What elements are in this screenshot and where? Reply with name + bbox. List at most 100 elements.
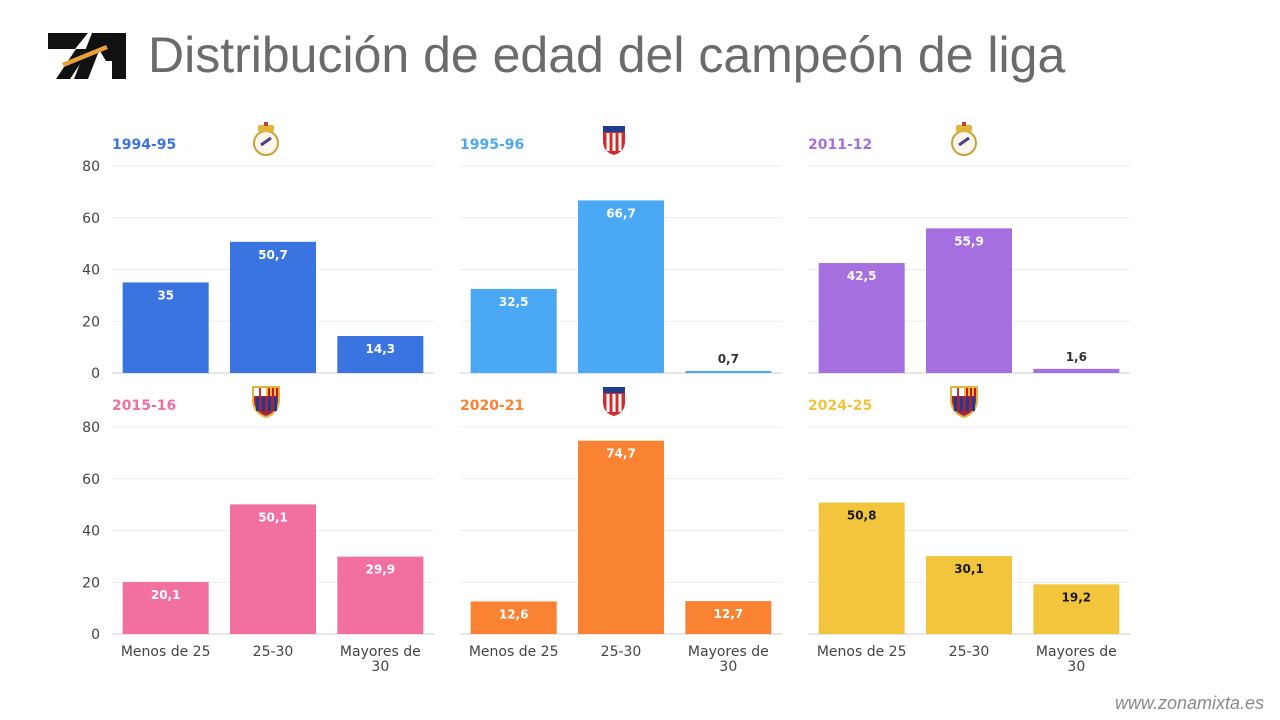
bar-202425-2 bbox=[926, 556, 1012, 634]
x-tick-label: Mayores de bbox=[340, 644, 421, 660]
crest-cross-shape bbox=[962, 122, 966, 126]
data-label: 0,7 bbox=[718, 352, 739, 366]
x-tick-label: Menos de 25 bbox=[121, 644, 211, 660]
x-tick-label: Mayores de bbox=[1036, 644, 1117, 660]
x-tick-label: 30 bbox=[1067, 659, 1085, 675]
y-tick-label: 60 bbox=[82, 472, 100, 488]
data-label: 50,7 bbox=[258, 248, 288, 262]
zonamixta-logo bbox=[48, 33, 126, 79]
data-label: 1,6 bbox=[1066, 350, 1087, 364]
crest-stripe-3 bbox=[618, 394, 622, 412]
data-label: 29,9 bbox=[366, 563, 396, 577]
crest-stripe-1 bbox=[606, 394, 610, 412]
page-title: Distribución de edad del campeón de liga bbox=[148, 27, 1066, 83]
y-tick-label: 0 bbox=[91, 627, 100, 643]
data-label: 74,7 bbox=[606, 447, 636, 461]
website-url: www.zonamixta.es bbox=[1114, 693, 1264, 713]
crest-top-shape bbox=[603, 126, 625, 132]
crest-senyera-stripe-3 bbox=[974, 388, 976, 396]
season-label: 1995-96 bbox=[460, 137, 524, 153]
x-tick-label: 30 bbox=[371, 659, 389, 675]
bar-199596-3 bbox=[685, 371, 772, 373]
chart-panel-202021: 2020-21 12,6 74,7 12,7 Menos de 25 25-30 Mayor… bbox=[460, 387, 782, 675]
crest-stripe-2 bbox=[262, 397, 265, 411]
bar-199495-2 bbox=[230, 241, 316, 373]
crest-stripe-1 bbox=[606, 133, 610, 151]
data-label: 35 bbox=[157, 288, 174, 302]
x-tick-label: Mayores de bbox=[688, 644, 769, 660]
y-tick-label: 0 bbox=[91, 366, 100, 382]
season-label: 2020-21 bbox=[460, 398, 524, 414]
crest-stripe-2 bbox=[612, 133, 616, 151]
crest-crown-shape bbox=[956, 125, 972, 132]
crest-senyera-stripe-3 bbox=[276, 388, 278, 396]
crest-stripe-3 bbox=[268, 397, 271, 411]
chart-panel-199495: 0 20 40 60 80 1994-95 35 50,7 14,3 bbox=[82, 122, 434, 382]
crest-band-shape bbox=[958, 136, 970, 147]
bar-199495-1 bbox=[122, 282, 209, 373]
crest-stripe-1 bbox=[256, 397, 259, 411]
data-label: 32,5 bbox=[499, 295, 529, 309]
club-crest-icon bbox=[253, 122, 279, 156]
bar-199596-1 bbox=[470, 288, 557, 373]
crest-cross-shape bbox=[957, 388, 959, 396]
y-tick-label: 20 bbox=[82, 314, 100, 330]
club-crest-icon bbox=[603, 387, 625, 416]
chart-panel-201112: 2011-12 42,5 55,9 1,6 bbox=[808, 122, 1130, 374]
y-tick-label: 40 bbox=[82, 263, 100, 279]
bar-201112-2 bbox=[926, 228, 1012, 373]
crest-cross-shape bbox=[259, 388, 261, 396]
club-crest-icon bbox=[950, 386, 978, 419]
x-tick-label: 25-30 bbox=[601, 644, 642, 660]
crest-stripe-3 bbox=[618, 133, 622, 151]
season-label: 2011-12 bbox=[808, 137, 872, 153]
x-tick-label: 25-30 bbox=[949, 644, 990, 660]
season-label: 2015-16 bbox=[112, 398, 176, 414]
bar-202021-3 bbox=[685, 601, 772, 634]
crest-stripe-4 bbox=[972, 397, 975, 411]
bar-199596-2 bbox=[578, 200, 664, 373]
chart-panel-202425: 2024-25 50,8 30,1 19,2 Menos de 25 25-30 Mayor… bbox=[808, 386, 1130, 675]
x-tick-label: 25-30 bbox=[253, 644, 294, 660]
season-label: 1994-95 bbox=[112, 137, 176, 153]
bar-199495-3 bbox=[337, 335, 424, 373]
bar-201516-3 bbox=[337, 556, 424, 634]
season-label: 2024-25 bbox=[808, 398, 872, 414]
x-tick-label: Menos de 25 bbox=[469, 644, 559, 660]
data-label: 50,1 bbox=[258, 510, 288, 524]
crest-top-shape bbox=[603, 387, 625, 393]
y-tick-label: 20 bbox=[82, 575, 100, 591]
data-label: 12,7 bbox=[714, 607, 744, 621]
data-label: 42,5 bbox=[847, 269, 877, 283]
y-tick-label: 60 bbox=[82, 211, 100, 227]
bar-201112-1 bbox=[818, 263, 905, 373]
data-label: 50,8 bbox=[847, 509, 877, 523]
y-tick-label: 40 bbox=[82, 524, 100, 540]
data-label: 20,1 bbox=[151, 588, 181, 602]
data-label: 55,9 bbox=[954, 234, 984, 248]
crest-senyera-stripe-2 bbox=[272, 388, 274, 396]
crest-stripe-4 bbox=[274, 397, 277, 411]
club-crest-icon bbox=[603, 126, 625, 155]
crest-band-shape bbox=[260, 136, 272, 147]
y-tick-label: 80 bbox=[82, 420, 100, 436]
data-label: 30,1 bbox=[954, 562, 984, 576]
x-tick-label: 30 bbox=[719, 659, 737, 675]
bar-201516-1 bbox=[122, 581, 209, 634]
crest-senyera-stripe-1 bbox=[268, 388, 270, 396]
data-label: 14,3 bbox=[366, 342, 396, 356]
bar-201112-3 bbox=[1033, 368, 1120, 373]
y-tick-label: 80 bbox=[82, 159, 100, 175]
data-label: 12,6 bbox=[499, 607, 529, 621]
bar-201516-2 bbox=[230, 504, 316, 634]
bar-202425-1 bbox=[818, 502, 905, 634]
club-crest-icon bbox=[252, 386, 280, 419]
crest-senyera-stripe-2 bbox=[970, 388, 972, 396]
crest-stripe-2 bbox=[960, 397, 963, 411]
bar-202021-1 bbox=[470, 601, 557, 634]
chart-panel-199596: 1995-96 32,5 66,7 0,7 bbox=[460, 126, 782, 374]
crest-crown-shape bbox=[258, 125, 274, 132]
x-tick-label: Menos de 25 bbox=[817, 644, 907, 660]
data-label: 19,2 bbox=[1062, 590, 1092, 604]
